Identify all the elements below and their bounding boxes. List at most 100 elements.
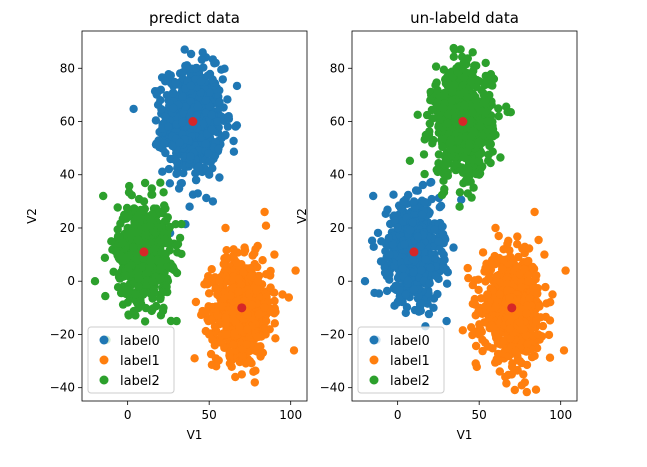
- point: [172, 169, 181, 179]
- point: [463, 54, 472, 63]
- point: [242, 340, 252, 349]
- point: [416, 306, 425, 315]
- point: [442, 316, 451, 326]
- point: [191, 63, 200, 73]
- point: [474, 275, 483, 284]
- point: [439, 65, 449, 74]
- point: [439, 90, 449, 100]
- point: [204, 149, 213, 158]
- point: [191, 175, 201, 185]
- point: [401, 290, 410, 299]
- point: [215, 173, 224, 182]
- point: [456, 45, 465, 54]
- point: [433, 289, 442, 299]
- point: [495, 367, 504, 376]
- point: [369, 242, 378, 251]
- point: [221, 130, 230, 139]
- legend-marker: [99, 355, 109, 365]
- point: [484, 274, 493, 283]
- point: [417, 266, 426, 275]
- point: [201, 96, 211, 105]
- point: [253, 332, 262, 342]
- y-tick-label: 0: [67, 274, 75, 288]
- point: [147, 210, 157, 219]
- point: [289, 346, 299, 355]
- point: [203, 280, 212, 289]
- point: [156, 178, 165, 187]
- point: [258, 348, 268, 357]
- point: [447, 87, 457, 97]
- point: [253, 277, 263, 286]
- point: [141, 223, 150, 232]
- point: [369, 191, 378, 201]
- point: [393, 223, 402, 233]
- y-tick-label: 20: [330, 221, 345, 235]
- point: [221, 223, 230, 233]
- y-tick-label: −20: [320, 327, 345, 341]
- legend-label: label1: [390, 354, 430, 369]
- point: [159, 188, 168, 197]
- point: [426, 263, 435, 273]
- point: [133, 254, 142, 263]
- point: [151, 116, 161, 125]
- point: [229, 340, 238, 349]
- point: [164, 122, 173, 131]
- point: [399, 197, 408, 206]
- point: [434, 122, 443, 131]
- point: [506, 108, 515, 117]
- point: [90, 277, 100, 286]
- point: [484, 150, 493, 159]
- point: [504, 351, 514, 361]
- point: [258, 256, 267, 265]
- point: [439, 263, 448, 273]
- point: [502, 102, 511, 111]
- legend-marker: [369, 355, 379, 365]
- x-axis-label: V1: [187, 428, 203, 442]
- point: [483, 290, 492, 299]
- point: [133, 235, 143, 245]
- legend-box: [87, 326, 175, 394]
- point: [156, 96, 165, 105]
- point: [260, 207, 269, 217]
- point: [156, 311, 166, 320]
- point: [519, 325, 529, 334]
- point: [193, 102, 203, 112]
- point: [433, 167, 442, 177]
- point: [431, 271, 440, 280]
- chart-title: predict data: [149, 9, 240, 27]
- point: [208, 335, 217, 344]
- point: [561, 266, 570, 275]
- point: [520, 378, 529, 387]
- point: [140, 178, 150, 188]
- chart-title: un-labeld data: [410, 9, 519, 27]
- point: [466, 77, 476, 86]
- point: [207, 265, 216, 274]
- point: [231, 122, 240, 131]
- point: [481, 58, 490, 68]
- point: [168, 89, 178, 98]
- point: [396, 204, 406, 213]
- legend-box: [357, 326, 445, 394]
- point: [249, 367, 258, 376]
- point: [491, 130, 500, 139]
- y-tick-label: 60: [330, 115, 345, 129]
- point: [530, 207, 539, 217]
- point: [225, 347, 234, 356]
- point: [182, 64, 191, 73]
- point: [370, 288, 379, 298]
- point: [494, 112, 503, 121]
- point: [163, 287, 172, 297]
- point: [534, 235, 543, 245]
- y-tick-label: 40: [60, 168, 75, 182]
- point: [384, 233, 393, 243]
- x-tick-label: 50: [202, 408, 217, 422]
- point: [194, 162, 203, 172]
- point: [484, 342, 493, 351]
- point: [175, 138, 184, 147]
- point: [139, 197, 149, 206]
- point: [204, 289, 214, 298]
- point: [409, 268, 418, 277]
- point: [481, 263, 490, 273]
- point: [436, 201, 446, 210]
- point: [226, 291, 235, 300]
